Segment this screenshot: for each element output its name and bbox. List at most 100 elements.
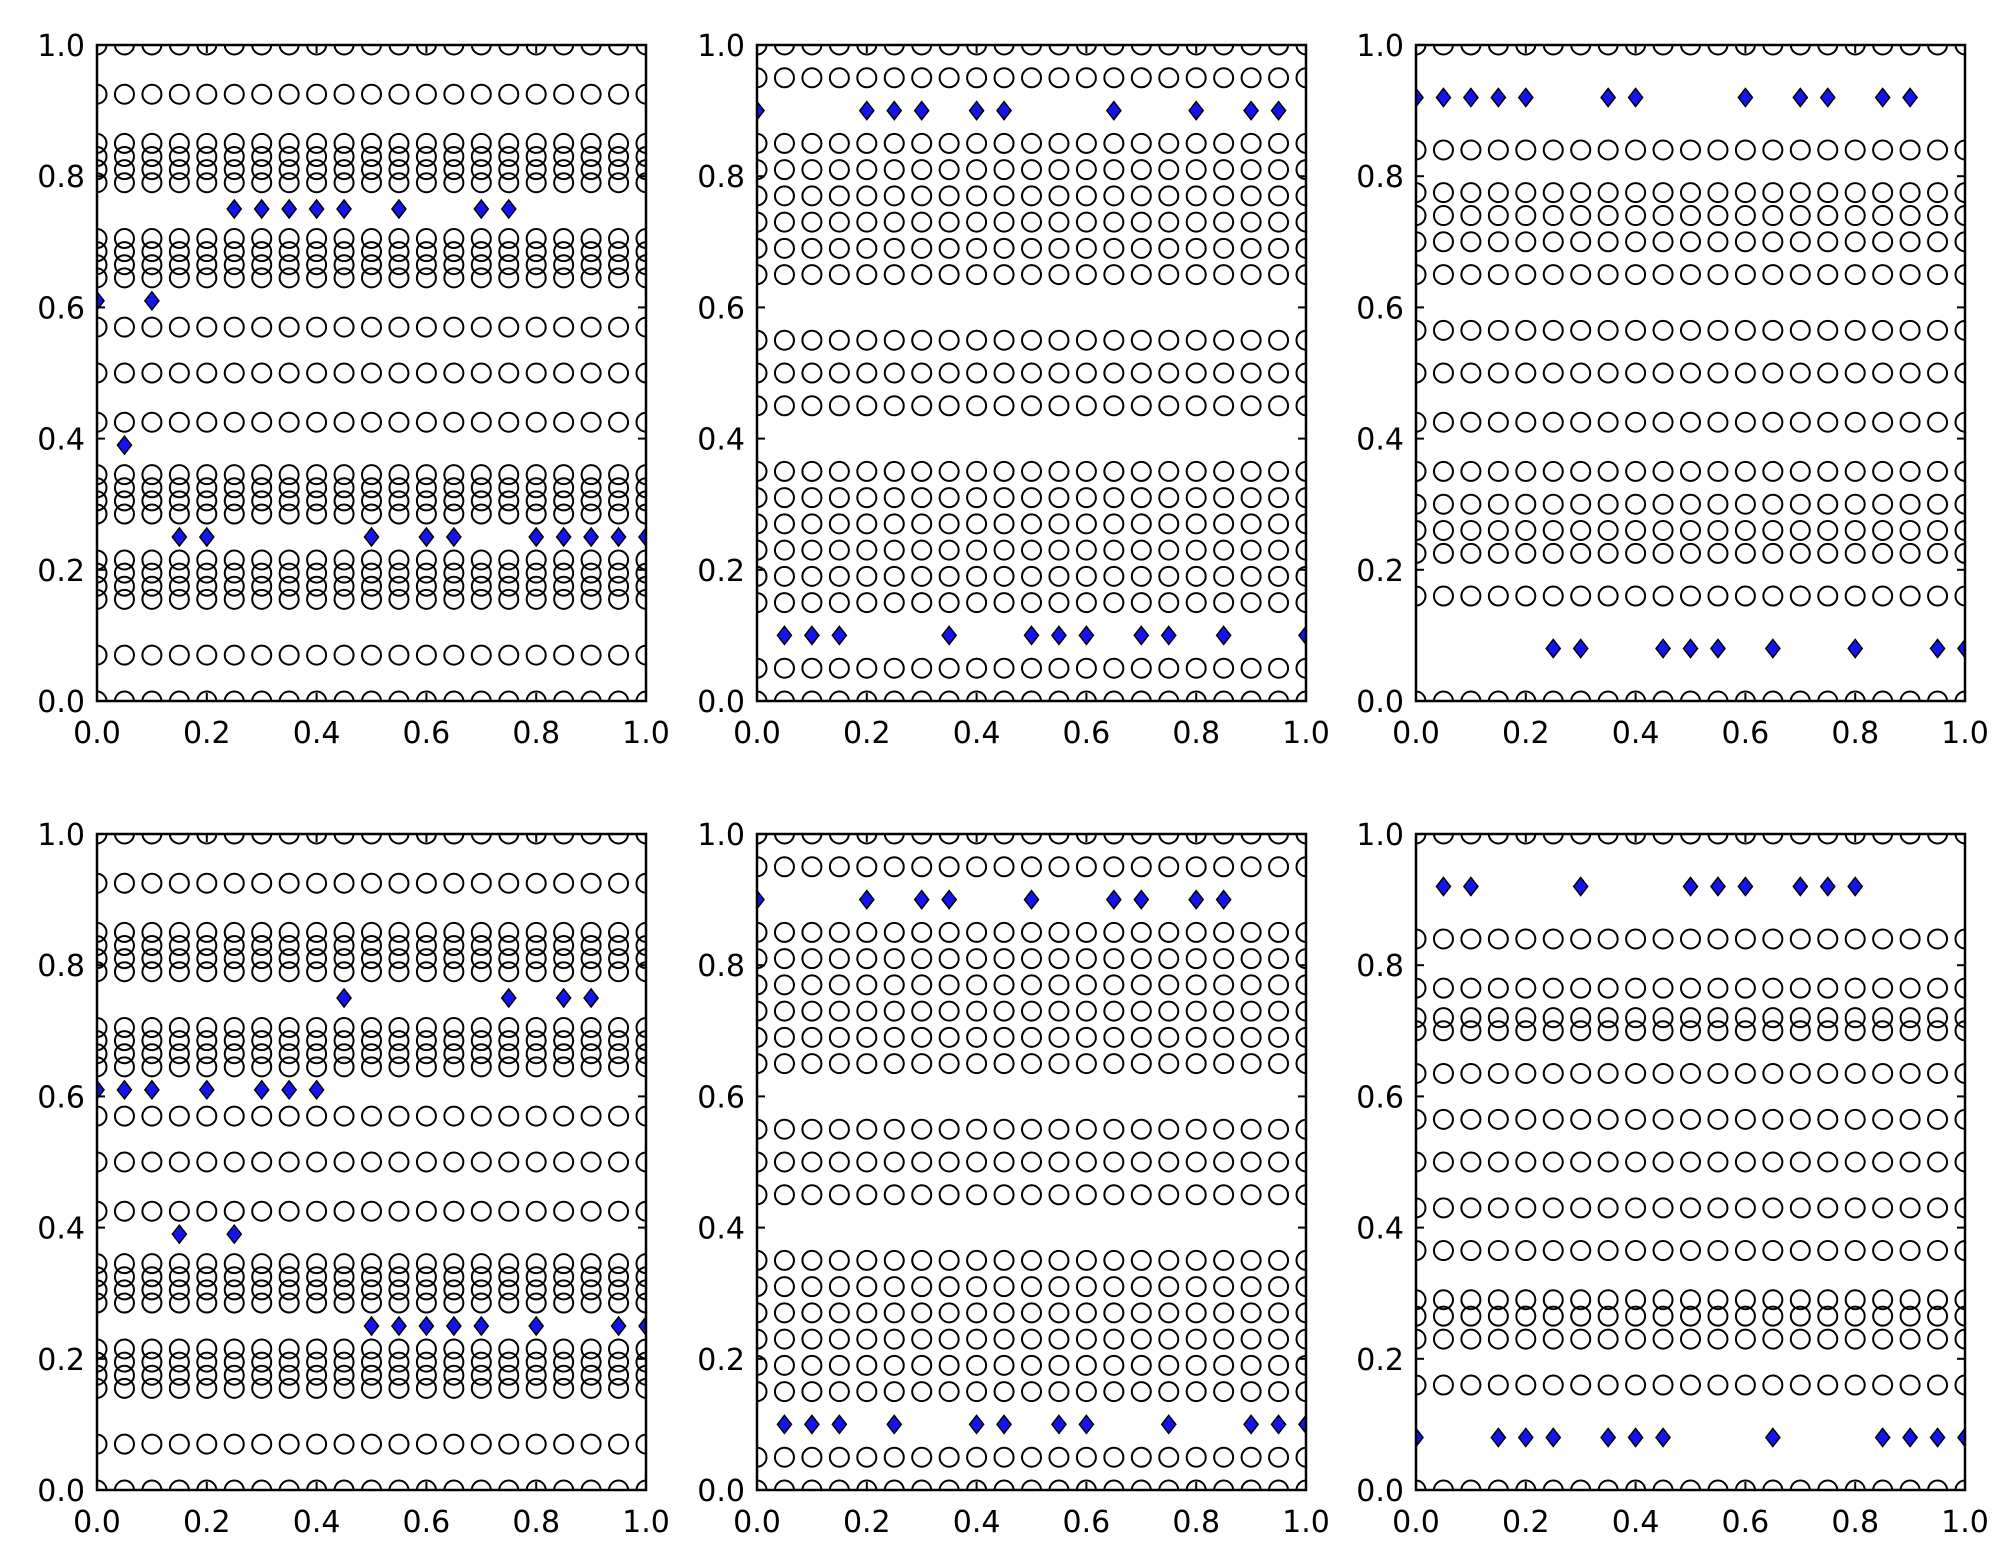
circle-point [1844, 139, 1866, 161]
circle-point [1295, 565, 1306, 587]
circle-point [1158, 362, 1180, 384]
circle-point [1734, 834, 1756, 845]
circle-point [1625, 182, 1647, 204]
circle-point [470, 872, 492, 894]
circle-point [333, 1377, 355, 1399]
circle-point [97, 1338, 108, 1360]
circle-point [911, 1354, 933, 1376]
circle-point [1103, 460, 1125, 482]
circle-point [757, 1000, 768, 1022]
circle-point [993, 1053, 1015, 1075]
diamond-point [528, 526, 545, 548]
circle-point [1240, 1000, 1262, 1022]
circle-point [911, 211, 933, 233]
circle-point [470, 1056, 492, 1078]
circle-point [443, 1151, 465, 1173]
circle-point [828, 948, 850, 970]
circle-point [196, 644, 218, 666]
circle-point [1707, 1289, 1729, 1311]
axes-frame [755, 43, 1308, 703]
diamond-point [1545, 638, 1562, 659]
circle-point [1158, 211, 1180, 233]
circle-point [966, 1381, 988, 1403]
circle-point [1762, 1240, 1784, 1262]
circle-point [1872, 1305, 1894, 1327]
circle-point [801, 1302, 823, 1324]
circle-point [1268, 487, 1290, 509]
circle-point [883, 948, 905, 970]
circle-point [1872, 1062, 1894, 1084]
circle-point [608, 411, 630, 433]
circle-point [966, 329, 988, 351]
circle-point [1295, 1302, 1306, 1324]
diamond-point [913, 889, 930, 910]
circle-point [196, 1030, 218, 1052]
circle-point [97, 241, 108, 263]
circle-point [306, 1017, 328, 1039]
circle-point [1460, 182, 1482, 204]
circle-point [1130, 921, 1152, 943]
circle-point [1625, 1020, 1647, 1042]
circle-point [580, 1017, 602, 1039]
circle-point [1048, 690, 1070, 701]
circle-point [1515, 1062, 1537, 1084]
circle-point [1268, 539, 1290, 561]
circle-point [1872, 1007, 1894, 1029]
circle-point [1185, 362, 1207, 384]
circle-point [1268, 1381, 1290, 1403]
circle-point [196, 1479, 218, 1490]
circle-point [1048, 1000, 1070, 1022]
circle-point [801, 264, 823, 286]
circle-point [1021, 1118, 1042, 1140]
x-tick-label: 0.2 [183, 716, 231, 751]
circle-point [97, 1105, 108, 1127]
diamond-point [1105, 100, 1122, 121]
circle-point [1734, 45, 1756, 56]
circle-point [1432, 542, 1454, 564]
circle-point [498, 948, 520, 970]
diamond-point [776, 1414, 793, 1435]
circle-point [278, 45, 300, 56]
circle-point [938, 132, 960, 154]
circle-point [1075, 487, 1097, 509]
circle-point [1103, 237, 1125, 259]
circle-point [553, 872, 575, 894]
circle-point [1295, 856, 1306, 878]
circle-point [470, 921, 492, 943]
circle-point [1789, 139, 1811, 161]
circle-point [1954, 1328, 1965, 1350]
circle-point [1927, 319, 1949, 341]
diamond-point [1627, 1427, 1644, 1448]
markers [97, 834, 646, 1490]
markers [757, 45, 1306, 701]
circle-point [388, 45, 410, 56]
circle-point [1432, 928, 1454, 950]
circle-point [966, 974, 988, 996]
circle-point [1075, 45, 1097, 56]
circle-point [608, 562, 630, 584]
circle-point [1762, 977, 1784, 999]
diamond-point [198, 1079, 215, 1101]
x-tick-label: 1.0 [622, 1505, 670, 1540]
circle-point [1927, 1197, 1949, 1219]
circle-point [113, 228, 135, 250]
circle-point [1213, 362, 1235, 384]
circle-point [141, 948, 163, 970]
circle-point [608, 1017, 630, 1039]
circle-point [1240, 1184, 1262, 1206]
circle-point [1240, 1151, 1262, 1173]
circle-point [1432, 1374, 1454, 1396]
circle-point [1707, 205, 1729, 227]
circle-point [443, 146, 465, 168]
circle-point [1817, 1479, 1839, 1490]
circle-point [361, 1338, 382, 1360]
circle-point [361, 1433, 382, 1455]
circle-point [223, 588, 245, 610]
circle-point [1295, 264, 1306, 286]
circle-point [801, 834, 823, 845]
circle-point [251, 1377, 273, 1399]
circle-point [443, 490, 465, 512]
circle-point [470, 644, 492, 666]
circle-point [608, 549, 630, 571]
diamond-point [1298, 625, 1306, 646]
